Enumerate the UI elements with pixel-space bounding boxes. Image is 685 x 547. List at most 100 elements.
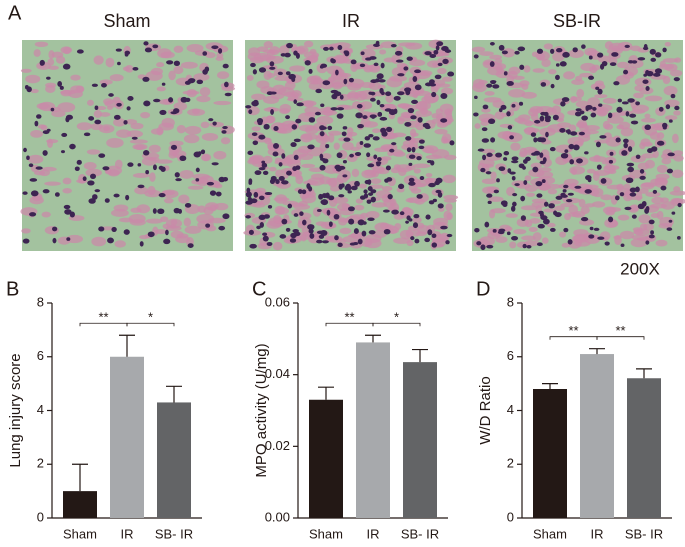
tissue	[182, 90, 200, 95]
tissue	[200, 121, 210, 129]
nucleus	[382, 209, 390, 213]
tissue	[355, 198, 364, 204]
tissue	[371, 202, 387, 208]
tissue	[160, 216, 169, 222]
tissue	[424, 146, 435, 154]
bar	[63, 491, 97, 518]
nucleus	[656, 140, 665, 146]
nucleus	[609, 62, 617, 67]
tissue	[641, 117, 656, 123]
nucleus	[297, 189, 303, 195]
nucleus	[159, 109, 167, 116]
x-tick-label: Sham	[63, 526, 97, 541]
tissue	[524, 184, 538, 192]
nucleus	[608, 216, 614, 223]
tissue	[513, 228, 527, 235]
tissue	[658, 63, 674, 70]
nucleus	[187, 243, 194, 248]
nucleus	[560, 101, 566, 107]
nucleus	[391, 142, 397, 146]
tissue	[212, 181, 221, 188]
nucleus	[503, 151, 510, 156]
nucleus	[212, 121, 217, 126]
tissue	[602, 120, 611, 130]
nucleus	[354, 151, 362, 156]
nucleus	[347, 206, 355, 212]
y-tick-label: 4	[37, 402, 44, 417]
magnification: 200X	[620, 259, 660, 278]
tissue	[140, 111, 151, 119]
nucleus	[94, 119, 102, 125]
tissue	[34, 41, 49, 48]
nucleus	[433, 50, 439, 55]
nucleus	[94, 189, 101, 193]
nucleus	[342, 174, 348, 178]
nucleus	[651, 146, 658, 152]
tissue	[70, 74, 81, 81]
nucleus	[597, 52, 604, 58]
tissue	[616, 183, 625, 191]
nucleus	[385, 91, 392, 97]
nucleus	[292, 229, 299, 233]
nucleus	[281, 153, 286, 159]
nucleus	[195, 167, 200, 173]
nucleus	[202, 69, 208, 75]
tissue	[655, 125, 663, 131]
nucleus	[534, 119, 541, 124]
tissue	[638, 214, 651, 224]
tissue	[580, 206, 590, 215]
tissue	[523, 65, 531, 73]
tissue	[76, 122, 92, 131]
nucleus	[124, 52, 129, 57]
nucleus	[261, 162, 268, 168]
nucleus	[336, 107, 345, 111]
nucleus	[620, 243, 625, 248]
bar	[533, 389, 567, 518]
nucleus	[545, 131, 549, 138]
nucleus	[604, 241, 610, 246]
nucleus	[357, 219, 365, 226]
nucleus	[509, 171, 516, 175]
nucleus	[328, 221, 333, 228]
tissue	[246, 74, 254, 81]
error-bar	[318, 386, 334, 400]
nucleus	[635, 101, 640, 106]
tissue	[518, 151, 528, 158]
nucleus	[158, 193, 166, 198]
nucleus	[517, 46, 526, 52]
nucleus	[384, 108, 392, 112]
nucleus	[526, 244, 532, 249]
tissue	[310, 53, 318, 63]
nucleus	[654, 68, 663, 74]
nucleus	[123, 229, 130, 235]
tissue	[674, 57, 682, 63]
nucleus	[291, 124, 298, 130]
tissue	[48, 50, 55, 60]
nucleus	[152, 44, 159, 49]
nucleus	[376, 73, 384, 80]
tissue	[85, 168, 102, 177]
nucleus	[677, 202, 682, 208]
nucleus	[668, 219, 673, 223]
tissue	[186, 44, 204, 53]
nucleus	[308, 117, 316, 123]
nucleus	[572, 47, 578, 53]
nucleus	[580, 216, 589, 222]
nucleus	[536, 48, 544, 54]
nucleus	[484, 221, 490, 228]
nucleus	[485, 171, 492, 175]
nucleus	[480, 244, 486, 251]
tissue	[528, 227, 538, 232]
tissue	[116, 129, 132, 138]
nucleus	[490, 80, 497, 84]
tissue	[397, 42, 416, 47]
tissue	[619, 230, 635, 240]
nucleus	[180, 96, 188, 103]
nucleus	[554, 212, 562, 218]
tissue	[405, 197, 423, 204]
nucleus	[330, 107, 338, 111]
nucleus	[147, 231, 155, 238]
tissue	[656, 164, 668, 174]
tissue	[147, 185, 156, 196]
tissue	[604, 41, 614, 50]
